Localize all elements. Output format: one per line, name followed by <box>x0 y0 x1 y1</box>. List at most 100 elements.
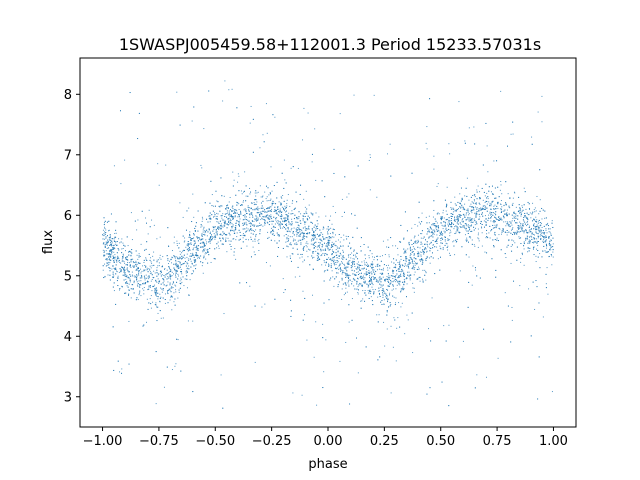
scatter-point <box>228 220 230 222</box>
scatter-point <box>471 239 473 241</box>
scatter-point <box>333 243 335 245</box>
scatter-point <box>217 201 219 203</box>
scatter-point <box>222 213 224 215</box>
scatter-point <box>261 306 263 308</box>
scatter-point <box>515 206 517 208</box>
scatter-point <box>519 225 521 227</box>
scatter-point <box>287 227 289 229</box>
scatter-point <box>174 304 176 306</box>
scatter-point <box>300 232 302 234</box>
scatter-point <box>332 205 334 207</box>
scatter-point <box>307 248 309 250</box>
scatter-point <box>228 217 230 219</box>
scatter-point <box>245 223 247 225</box>
scatter-point <box>468 217 470 219</box>
scatter-point <box>145 258 147 260</box>
scatter-point <box>192 193 194 195</box>
scatter-point <box>412 266 414 268</box>
scatter-point <box>532 233 534 235</box>
scatter-point <box>475 213 477 215</box>
scatter-point <box>547 251 549 253</box>
scatter-point <box>345 284 347 286</box>
scatter-point <box>184 237 186 239</box>
scatter-point <box>110 240 112 242</box>
scatter-point <box>358 266 360 268</box>
scatter-point <box>476 207 478 209</box>
scatter-point <box>462 208 464 210</box>
scatter-point <box>461 226 463 228</box>
scatter-point <box>332 233 334 235</box>
scatter-point <box>493 245 495 247</box>
scatter-point <box>387 301 389 303</box>
scatter-point <box>347 254 349 256</box>
scatter-point <box>511 239 513 241</box>
scatter-point <box>516 222 518 224</box>
scatter-point <box>187 250 189 252</box>
scatter-point <box>104 226 106 228</box>
scatter-point <box>202 231 204 233</box>
scatter-point <box>133 292 135 294</box>
scatter-point <box>543 225 545 227</box>
scatter-point <box>240 213 242 215</box>
scatter-point <box>316 238 318 240</box>
scatter-point <box>272 226 274 228</box>
scatter-point <box>498 219 500 221</box>
scatter-point <box>397 280 399 282</box>
scatter-point <box>156 272 158 274</box>
scatter-point <box>300 233 302 235</box>
scatter-point <box>501 193 503 195</box>
scatter-point <box>526 237 528 239</box>
scatter-point <box>147 276 149 278</box>
scatter-point <box>353 279 355 281</box>
scatter-point <box>307 243 309 245</box>
scatter-point <box>548 243 550 245</box>
scatter-point <box>206 235 208 237</box>
scatter-point <box>317 245 319 247</box>
scatter-point <box>541 232 543 234</box>
scatter-point <box>539 225 541 227</box>
scatter-point <box>548 236 550 238</box>
scatter-point <box>222 407 224 409</box>
scatter-point <box>413 287 415 289</box>
scatter-point <box>309 249 311 251</box>
scatter-point <box>366 265 368 267</box>
scatter-point <box>107 274 109 276</box>
scatter-point <box>367 286 369 288</box>
scatter-point <box>311 237 313 239</box>
scatter-point <box>383 321 385 323</box>
scatter-point <box>329 233 331 235</box>
scatter-point <box>239 238 241 240</box>
scatter-point <box>121 238 123 240</box>
scatter-point <box>114 269 116 271</box>
scatter-point <box>546 232 548 234</box>
scatter-point <box>395 281 397 283</box>
scatter-point <box>478 210 480 212</box>
scatter-point <box>308 204 310 206</box>
chart-title: 1SWASPJ005459.58+112001.3 Period 15233.5… <box>119 35 541 54</box>
scatter-point <box>248 213 250 215</box>
scatter-point <box>349 275 351 277</box>
scatter-point <box>506 215 508 217</box>
scatter-point <box>118 238 120 240</box>
scatter-point <box>379 356 381 358</box>
scatter-point <box>222 238 224 240</box>
scatter-point <box>137 285 139 287</box>
scatter-point <box>192 253 194 255</box>
scatter-point <box>491 215 492 217</box>
scatter-point <box>187 243 189 245</box>
scatter-point <box>204 248 206 250</box>
scatter-point <box>302 227 304 229</box>
scatter-point <box>536 242 538 244</box>
scatter-point <box>216 218 218 220</box>
scatter-point <box>223 313 225 315</box>
scatter-point <box>310 240 312 242</box>
scatter-point <box>239 218 241 220</box>
scatter-point <box>212 230 214 232</box>
scatter-point <box>293 238 295 240</box>
scatter-point <box>102 269 104 271</box>
scatter-point <box>279 223 281 225</box>
scatter-point <box>280 202 282 204</box>
scatter-point <box>508 225 510 227</box>
scatter-point <box>138 270 140 272</box>
scatter-point <box>411 251 413 253</box>
